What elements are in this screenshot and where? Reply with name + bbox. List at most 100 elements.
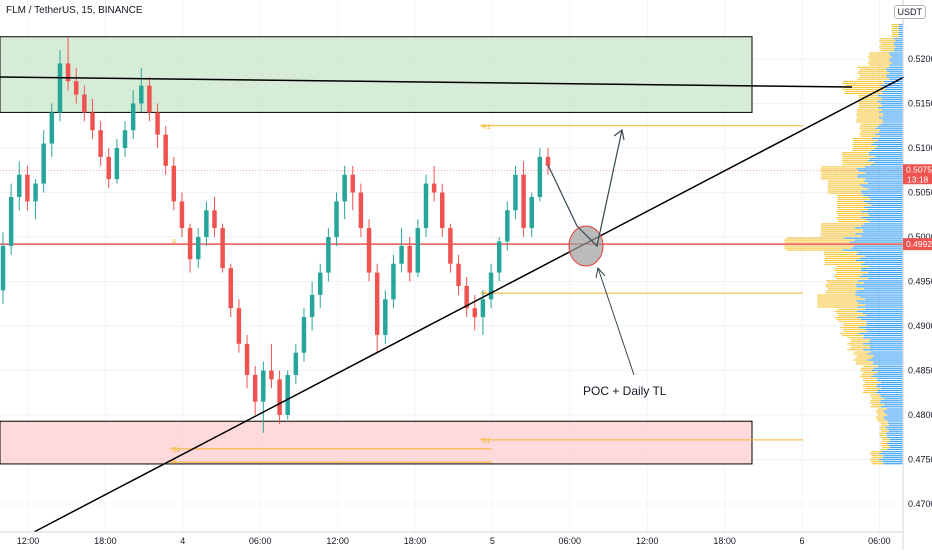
vp-bar-down (857, 174, 903, 176)
vp-bar-down (858, 251, 903, 253)
daily-trendline[interactable] (33, 76, 905, 533)
vp-bar-down (865, 178, 903, 180)
vp-bar-down (889, 444, 903, 447)
vp-bar-up (880, 428, 888, 430)
vp-bar-up (869, 52, 889, 54)
vp-bar-down (879, 135, 903, 137)
vp-bar-down (868, 188, 903, 190)
vp-bar-up (852, 149, 872, 152)
vp-bar-up (850, 345, 870, 347)
vp-bar-down (861, 225, 903, 227)
vp-bar-up (827, 192, 862, 194)
vp-bar-down (842, 249, 903, 251)
currency-badge[interactable]: USDT (893, 5, 926, 19)
vp-bar-down (864, 308, 903, 310)
annotation-text[interactable]: POC + Daily TL (583, 384, 667, 398)
vp-bar-up (880, 44, 894, 46)
vp-bar-down (881, 109, 903, 111)
vp-bar-down (889, 54, 903, 56)
time-tick-label: 4 (180, 536, 185, 546)
vp-bar-up (823, 259, 856, 261)
vp-bar-down (895, 46, 903, 48)
vp-bar-down (877, 125, 903, 127)
time-axis[interactable]: 12:00 18:00 4 06:00 12:00 18:00 5 06:00 12:00 18:… (0, 531, 903, 546)
vp-bar-down (876, 383, 903, 386)
poc-highlight-ellipse[interactable] (568, 225, 604, 267)
vp-bar-up (852, 137, 873, 140)
vp-bar-down (873, 141, 903, 144)
time-tick-label: 18:00 (94, 536, 117, 546)
vp-bar-up (845, 84, 881, 87)
pivot-label: P (482, 291, 487, 298)
vp-bar-down (858, 326, 903, 329)
candle-body (244, 343, 250, 375)
vp-bar-down (863, 200, 903, 202)
vp-bar-up (869, 453, 880, 455)
candle-body (65, 63, 71, 82)
vp-bar-up (827, 288, 864, 290)
vp-bar-up (858, 99, 882, 101)
vp-bar-up (817, 302, 859, 304)
vp-bar-up (821, 231, 863, 233)
time-tick-label: 5 (490, 536, 495, 546)
vp-bar-up (784, 247, 852, 249)
candle-body (448, 228, 453, 264)
vp-bar-down (873, 367, 903, 369)
vp-bar-down (880, 402, 903, 404)
candle-body (496, 241, 502, 273)
vp-bar-down (862, 229, 903, 231)
vp-bar-down (878, 459, 903, 461)
vp-bar-down (855, 259, 903, 261)
annotation-arrow[interactable] (597, 267, 635, 376)
vp-bar-down (888, 424, 903, 426)
vp-bar-down (884, 404, 903, 406)
vp-bar-down (882, 105, 903, 107)
vp-bar-up (821, 178, 866, 180)
vp-bar-down (885, 426, 903, 428)
vp-bar-up (868, 54, 890, 56)
vp-bar-down (877, 365, 903, 367)
vp-bar-down (877, 139, 903, 142)
vp-bar-down (856, 286, 903, 288)
vp-bar-down (856, 290, 903, 292)
vp-bar-up (858, 105, 883, 107)
vp-bar-down (857, 316, 903, 318)
pivot-label: S1 (482, 438, 491, 445)
projection-arrowhead (613, 128, 625, 141)
vp-bar-up (837, 219, 867, 221)
drawings (0, 76, 905, 533)
vp-bar-up (880, 424, 889, 426)
vp-bar-down (889, 72, 903, 74)
vp-bar-up (783, 239, 855, 241)
candle-body (309, 294, 315, 318)
projection-path[interactable] (547, 129, 623, 248)
vp-bar-up (891, 35, 900, 38)
vp-bar-up (836, 312, 863, 314)
vp-bar-down (883, 121, 903, 123)
candle-body (17, 174, 22, 197)
vp-bar-up (834, 310, 857, 312)
vp-bar-up (881, 430, 889, 432)
symbol-title[interactable]: FLM / TetherUS, 15, BINANCE (6, 5, 143, 16)
vp-bar-up (838, 221, 870, 223)
vp-bar-down (863, 194, 903, 196)
vp-bar-up (856, 121, 884, 123)
vp-bar-down (871, 149, 903, 152)
resistance-trendline[interactable] (0, 76, 853, 88)
vp-bar-down (871, 369, 903, 371)
vp-bar-up (856, 113, 884, 115)
candle-body (545, 156, 551, 166)
vp-bar-down (889, 440, 903, 443)
vp-bar-down (893, 42, 903, 44)
vp-bar-down (856, 253, 903, 255)
vp-bar-down (868, 272, 903, 274)
vp-bar-down (860, 270, 903, 272)
vp-bar-up (880, 42, 894, 44)
candle-body (342, 174, 347, 202)
